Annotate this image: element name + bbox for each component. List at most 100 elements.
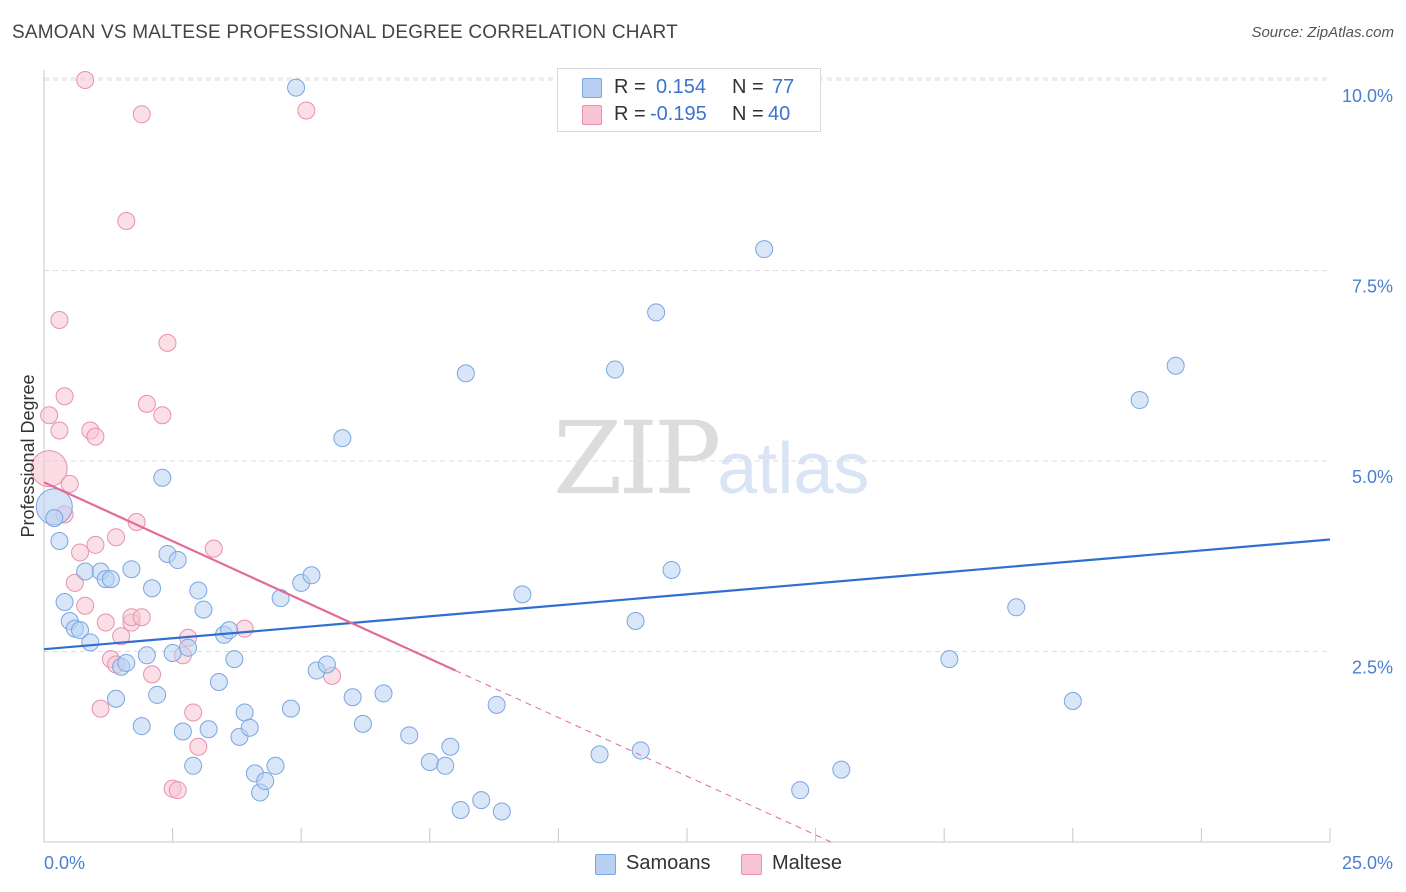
maltese-point <box>132 105 151 124</box>
maltese-swatch <box>741 854 762 875</box>
bottom-legend-label: Samoans <box>626 852 711 874</box>
samoan-point <box>132 717 151 736</box>
legend-r-label: R = <box>614 103 646 125</box>
samoan-point <box>209 672 228 691</box>
legend-n-label: N = <box>732 103 764 125</box>
samoan-point <box>225 650 244 669</box>
samoan-point <box>436 756 455 775</box>
samoan-point <box>400 726 419 745</box>
samoan-point <box>194 600 213 619</box>
maltese-point <box>91 699 110 718</box>
maltese-point <box>168 781 187 800</box>
samoan-point <box>647 303 666 322</box>
legend-n-label: N = <box>732 76 764 98</box>
maltese-point <box>86 427 105 446</box>
samoan-point <box>168 551 187 570</box>
samoan-point <box>281 699 300 718</box>
samoan-point <box>302 566 321 585</box>
y-tick-label: 2.5% <box>1352 658 1393 678</box>
samoan-point <box>137 646 156 665</box>
samoan-point <box>590 745 609 764</box>
samoan-point <box>189 581 208 600</box>
x-tick-label-max: 25.0% <box>1342 853 1393 873</box>
samoan-point <box>287 78 306 97</box>
legend-n-value: 40 <box>768 103 791 125</box>
maltese-point <box>153 406 172 425</box>
samoan-swatch <box>582 78 602 98</box>
y-tick-label: 7.5% <box>1352 277 1393 297</box>
samoan-point <box>240 718 259 737</box>
samoan-point <box>333 429 352 448</box>
maltese-point <box>112 627 131 646</box>
maltese-point <box>158 333 177 352</box>
y-tick-labels: 2.5% 5.0% 7.5% 10.0% <box>1342 86 1393 678</box>
maltese-point <box>96 613 115 632</box>
maltese-point <box>107 528 126 547</box>
samoan-point <box>1130 391 1149 410</box>
samoan-point <box>832 760 851 779</box>
maltese-point <box>117 211 136 230</box>
maltese-trend-line <box>43 481 456 672</box>
maltese-point <box>297 101 316 120</box>
samoan-point <box>71 621 90 640</box>
legend-n-value: 77 <box>772 76 795 98</box>
samoan-point <box>173 722 192 741</box>
legend-r-value: 0.154 <box>656 76 707 98</box>
maltese-point <box>86 535 105 554</box>
bottom-legend-label: Maltese <box>772 852 843 874</box>
samoan-point <box>1063 692 1082 711</box>
samoan-point <box>420 752 439 771</box>
samoan-point <box>117 653 136 672</box>
maltese-point <box>132 608 151 627</box>
samoan-point <box>513 585 532 604</box>
samoan-point <box>755 240 774 259</box>
samoan-point <box>940 650 959 669</box>
samoan-point <box>1166 356 1185 375</box>
y-tick-label: 5.0% <box>1352 467 1393 487</box>
grid-lines <box>44 77 1330 652</box>
samoan-point <box>456 364 475 383</box>
samoan-point <box>153 468 172 487</box>
samoan-point <box>631 741 650 760</box>
samoan-point <box>317 655 336 674</box>
samoan-point <box>199 720 218 739</box>
legend-r-value: -0.195 <box>650 103 707 125</box>
samoan-point <box>1007 598 1026 617</box>
y-axis-title: Professional Degree <box>18 374 38 537</box>
maltese-point <box>137 394 156 413</box>
samoan-swatch <box>595 854 616 875</box>
samoan-point <box>487 695 506 714</box>
samoan-point <box>472 791 491 810</box>
samoan-point <box>148 685 167 704</box>
maltese-point <box>40 406 59 425</box>
maltese-point <box>204 539 223 558</box>
samoan-point <box>122 560 141 579</box>
samoan-point <box>353 714 372 733</box>
samoan-point <box>45 509 64 528</box>
maltese-point <box>71 543 90 562</box>
samoan-point <box>266 756 285 775</box>
samoan-point <box>179 638 198 657</box>
maltese-point <box>184 703 203 722</box>
watermark-zip: ZIP <box>553 400 721 517</box>
samoan-point <box>451 800 470 819</box>
x-tick-label-min: 0.0% <box>44 853 85 873</box>
maltese-point <box>76 71 95 89</box>
samoan-point <box>81 633 100 652</box>
maltese-points <box>30 71 342 800</box>
samoan-point <box>256 772 275 791</box>
samoan-point <box>605 360 624 379</box>
maltese-point <box>50 311 69 330</box>
maltese-trend-extension <box>455 670 832 843</box>
samoan-point <box>76 562 95 581</box>
samoan-point <box>184 756 203 775</box>
samoan-point <box>143 579 162 598</box>
watermark-atlas: atlas <box>717 429 870 509</box>
samoan-point <box>107 689 126 708</box>
samoan-point <box>441 737 460 756</box>
axes <box>43 70 1330 843</box>
samoan-point <box>55 592 74 611</box>
maltese-swatch <box>582 105 602 125</box>
samoan-point <box>492 802 511 821</box>
